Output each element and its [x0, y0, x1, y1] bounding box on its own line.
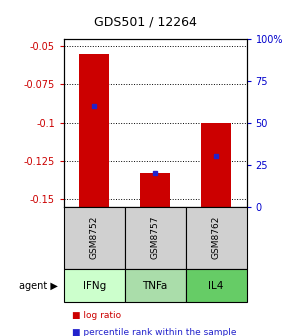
Text: GSM8757: GSM8757	[151, 216, 160, 259]
Bar	[201, 123, 231, 207]
Text: ■ log ratio: ■ log ratio	[72, 311, 122, 320]
Text: IFNg: IFNg	[83, 281, 106, 291]
Text: GSM8762: GSM8762	[211, 216, 221, 259]
Text: TNFa: TNFa	[142, 281, 168, 291]
Text: agent ▶: agent ▶	[19, 281, 58, 291]
Bar	[79, 54, 110, 207]
Text: IL4: IL4	[208, 281, 224, 291]
Bar	[140, 173, 171, 207]
Text: ■ percentile rank within the sample: ■ percentile rank within the sample	[72, 328, 237, 336]
Text: GSM8752: GSM8752	[90, 216, 99, 259]
Text: GDS501 / 12264: GDS501 / 12264	[94, 15, 196, 28]
